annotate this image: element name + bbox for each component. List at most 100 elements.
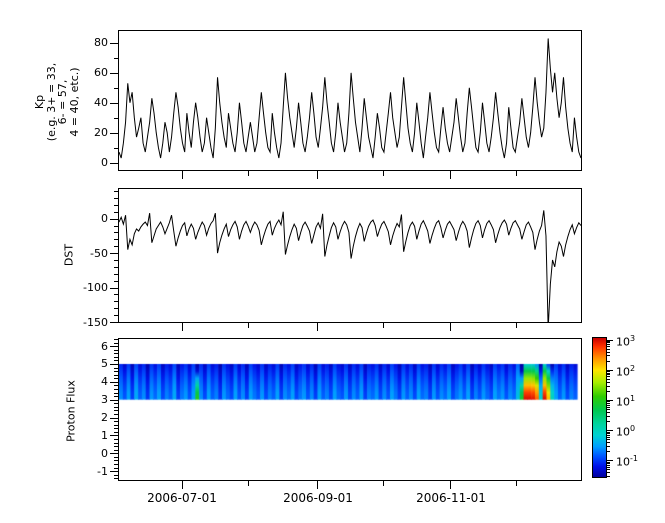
- axis-tick: [607, 379, 610, 380]
- y-tick-label: 0: [101, 156, 108, 170]
- axis-tick: [114, 357, 118, 358]
- x-tick-label-sep: 2006-09-01: [283, 491, 353, 505]
- axis-tick: [114, 205, 118, 206]
- axis-tick: [607, 433, 610, 434]
- axis-tick: [383, 481, 384, 486]
- axis-tick: [607, 355, 610, 356]
- y-tick-label: -50: [90, 246, 108, 260]
- axis-tick: [114, 428, 118, 429]
- axis-tick: [110, 253, 118, 254]
- axis-tick: [607, 412, 610, 413]
- axis-tick: [114, 421, 118, 422]
- axis-tick: [516, 171, 517, 176]
- y-tick-label: 4: [101, 375, 108, 389]
- axis-tick: [607, 472, 610, 473]
- x-tick-label-nov: 2006-11-01: [416, 491, 486, 505]
- axis-tick: [110, 288, 118, 289]
- axis-tick: [114, 294, 118, 295]
- axis-tick: [607, 344, 610, 345]
- axis-tick: [317, 481, 318, 489]
- axis-tick: [607, 462, 610, 463]
- colorbar-tick-label: 101: [616, 393, 636, 409]
- y-tick-label: 1: [101, 428, 108, 442]
- proton-flux-heatmap: [119, 339, 581, 480]
- axis-tick: [110, 133, 118, 134]
- axis-tick: [182, 481, 183, 489]
- axis-tick: [110, 163, 118, 164]
- axis-tick: [114, 360, 118, 361]
- colorbar-tick-label: 102: [616, 363, 636, 379]
- y-tick-label: -100: [83, 281, 108, 295]
- axis-tick: [110, 453, 118, 454]
- axis-tick: [114, 315, 118, 316]
- axis-tick: [114, 118, 118, 119]
- axis-tick: [114, 267, 118, 268]
- axis-tick: [114, 457, 118, 458]
- axis-tick: [182, 171, 183, 179]
- axis-tick: [114, 396, 118, 397]
- axis-tick: [607, 407, 610, 408]
- y-tick-label: 0: [101, 446, 108, 460]
- axis-tick: [114, 475, 118, 476]
- axis-tick: [114, 301, 118, 302]
- axis-tick: [114, 226, 118, 227]
- colorbar-gradient: [592, 337, 607, 478]
- axis-tick: [110, 364, 118, 365]
- y-tick-label: -150: [83, 315, 108, 329]
- axis-tick: [607, 403, 610, 404]
- axis-tick: [607, 451, 610, 452]
- axis-tick: [607, 460, 613, 461]
- axis-tick: [110, 43, 118, 44]
- axis-tick: [248, 481, 249, 486]
- y-tick-label: -1: [97, 464, 108, 478]
- axis-tick: [110, 219, 118, 220]
- axis-tick: [607, 416, 610, 417]
- axis-tick: [607, 465, 610, 466]
- axis-tick: [114, 353, 118, 354]
- axis-tick: [114, 375, 118, 376]
- axis-tick: [114, 212, 118, 213]
- axis-tick: [607, 476, 610, 477]
- axis-tick: [607, 469, 610, 470]
- dst-panel: [118, 188, 582, 323]
- axis-tick: [114, 260, 118, 261]
- kp-panel: [118, 30, 582, 171]
- axis-tick: [114, 232, 118, 233]
- axis-tick: [114, 198, 118, 199]
- axis-tick: [114, 425, 118, 426]
- axis-tick: [182, 323, 183, 331]
- proton-flux-panel: [118, 338, 582, 481]
- axis-tick: [607, 442, 610, 443]
- axis-tick: [607, 467, 610, 468]
- axis-tick: [114, 281, 118, 282]
- axis-tick: [607, 340, 613, 341]
- axis-tick: [114, 450, 118, 451]
- colorbar-tick-label: 100: [616, 424, 636, 439]
- axis-tick: [607, 349, 610, 350]
- y-tick-label: 20: [94, 126, 108, 140]
- axis-tick: [114, 393, 118, 394]
- axis-tick: [450, 171, 451, 179]
- axis-tick: [383, 323, 384, 328]
- axis-tick: [114, 239, 118, 240]
- axis-tick: [607, 370, 613, 371]
- y-tick-label: 80: [94, 36, 108, 50]
- axis-tick: [607, 373, 610, 374]
- axis-tick: [516, 481, 517, 486]
- axis-tick: [110, 73, 118, 74]
- x-tick-label-jul: 2006-07-01: [147, 491, 217, 505]
- y-tick-label: 40: [94, 96, 108, 110]
- axis-tick: [383, 171, 384, 176]
- axis-tick: [110, 322, 118, 323]
- axis-tick: [607, 409, 610, 410]
- dst-line: [119, 210, 581, 322]
- axis-tick: [607, 421, 610, 422]
- axis-tick: [114, 414, 118, 415]
- axis-tick: [607, 439, 610, 440]
- axis-tick: [607, 391, 610, 392]
- axis-tick: [450, 323, 451, 331]
- y-tick-label: 5: [101, 357, 108, 371]
- axis-tick: [607, 401, 610, 402]
- axis-tick: [114, 343, 118, 344]
- axis-tick: [114, 468, 118, 469]
